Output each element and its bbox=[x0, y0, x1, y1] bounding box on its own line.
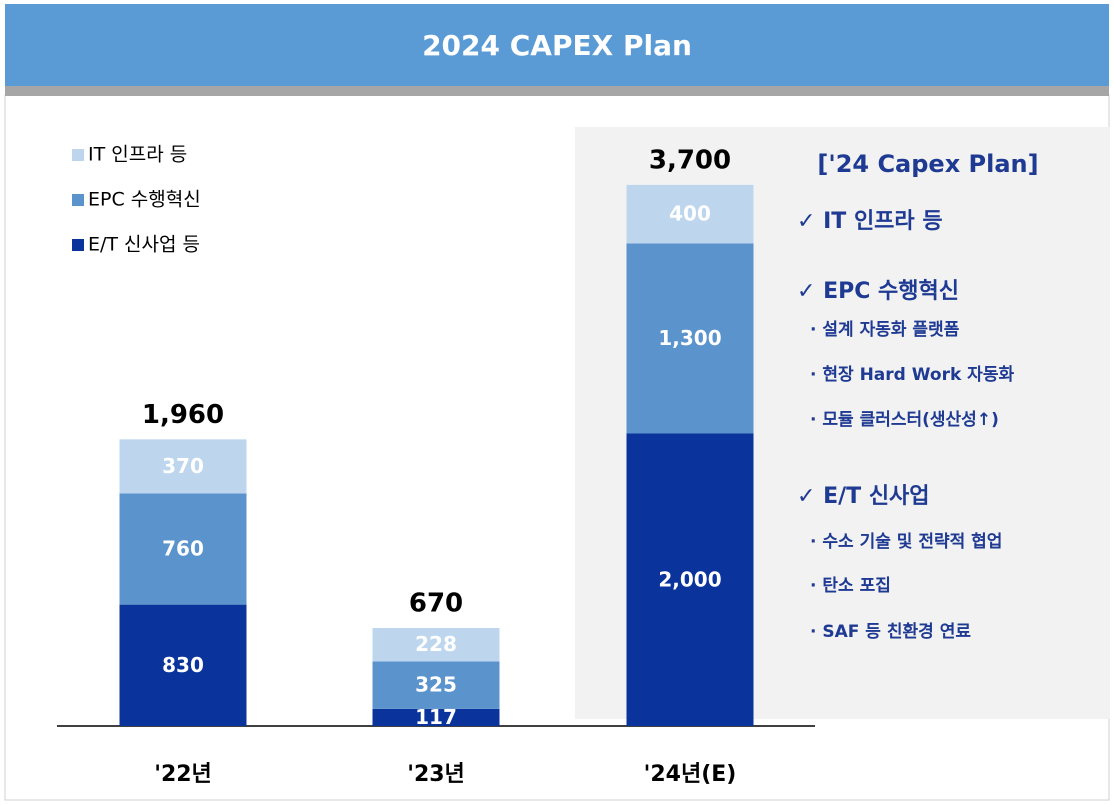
value-label: 830 bbox=[162, 653, 204, 677]
total-label: 1,960 bbox=[142, 400, 224, 430]
legend-label: IT 인프라 등 bbox=[88, 144, 187, 166]
bar-segment bbox=[119, 439, 247, 494]
panel-item: · SAF 등 친환경 연료 bbox=[810, 622, 971, 642]
total-label: 3,700 bbox=[649, 145, 731, 175]
value-label: 2,000 bbox=[658, 567, 721, 591]
value-label: 325 bbox=[415, 673, 457, 697]
bar-segment bbox=[626, 433, 754, 726]
legend-swatch bbox=[72, 194, 84, 206]
x-tick-label: '24년(E) bbox=[644, 762, 737, 787]
legend-swatch bbox=[72, 239, 84, 251]
panel-heading: ✓ EPC 수행혁신 bbox=[797, 278, 959, 304]
bar-segment bbox=[372, 708, 500, 726]
legend-swatch bbox=[72, 149, 84, 161]
legend-label: E/T 신사업 등 bbox=[88, 234, 200, 256]
legend-label: EPC 수행혁신 bbox=[88, 189, 201, 211]
value-label: 370 bbox=[162, 454, 204, 478]
panel-title: ['24 Capex Plan] bbox=[817, 150, 1038, 178]
header-rule bbox=[5, 86, 1109, 96]
header-band bbox=[5, 4, 1109, 86]
bar-segment bbox=[626, 243, 754, 434]
value-label: 1,300 bbox=[658, 326, 721, 350]
panel-heading: ✓ IT 인프라 등 bbox=[797, 209, 943, 234]
panel-heading: ✓ E/T 신사업 bbox=[797, 484, 930, 509]
panel-item: · 수소 기술 및 전략적 협업 bbox=[810, 531, 1002, 552]
bar-segment bbox=[372, 628, 500, 662]
panel-item: · 탄소 포집 bbox=[810, 576, 891, 596]
value-label: 760 bbox=[162, 537, 204, 561]
panel-item: · 현장 Hard Work 자동화 bbox=[810, 365, 1014, 385]
bar-segment bbox=[119, 604, 247, 726]
bar-segment bbox=[626, 184, 754, 244]
panel-item: · 설계 자동화 플랫폼 bbox=[810, 320, 960, 340]
x-tick-label: '22년 bbox=[154, 762, 212, 787]
x-tick-label: '23년 bbox=[407, 762, 465, 787]
value-label: 400 bbox=[669, 202, 711, 226]
value-label: 228 bbox=[415, 632, 457, 656]
bar-segment bbox=[372, 661, 500, 709]
title: 2024 CAPEX Plan bbox=[422, 29, 692, 62]
value-label: 117 bbox=[415, 705, 457, 729]
panel-item: · 모듈 클러스터(생산성↑) bbox=[810, 410, 999, 430]
total-label: 670 bbox=[409, 589, 463, 619]
bar-segment bbox=[119, 493, 247, 605]
